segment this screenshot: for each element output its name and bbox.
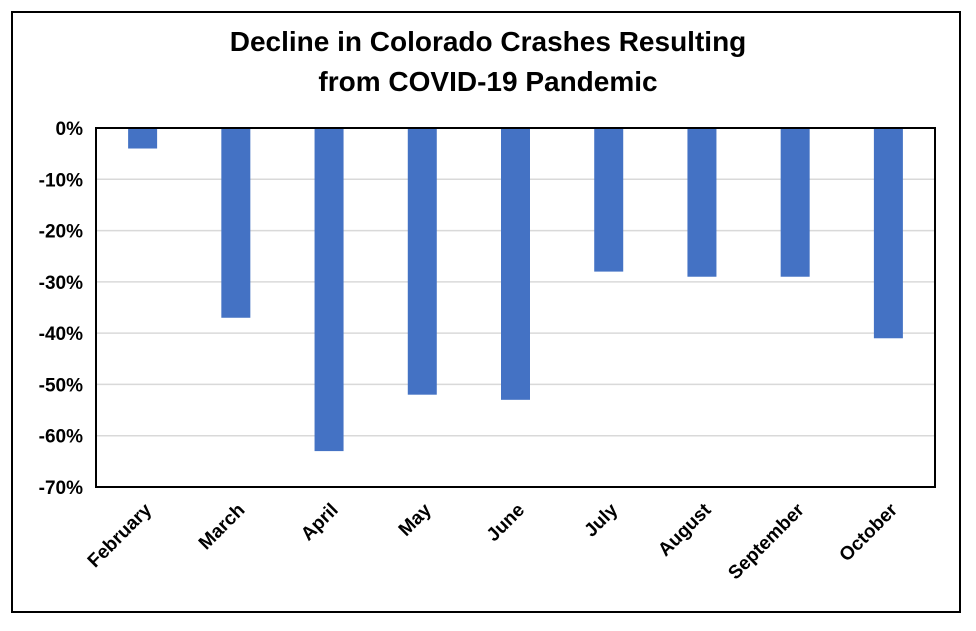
x-tick-label-april: April (297, 500, 342, 545)
y-tick-label: -30% (39, 273, 83, 294)
bars (128, 128, 903, 452)
x-tick-label-august: August (654, 499, 716, 561)
x-tick-label-march: March (195, 500, 249, 554)
chart-title: Decline in Colorado Crashes Resulting fr… (0, 22, 976, 102)
bar-may (407, 128, 437, 395)
y-tick-label: -60% (39, 427, 83, 448)
y-axis-tick-labels: 0% -10% -20% -30% -40% -50% -60% -70% (39, 119, 83, 499)
bar-august (687, 128, 717, 277)
bar-july (594, 128, 624, 272)
bar-june (501, 128, 530, 400)
x-tick-label-february: February (84, 499, 157, 572)
x-tick-label-may: May (395, 499, 436, 540)
y-tick-label: -70% (39, 478, 83, 499)
chart-title-line-2: from COVID-19 Pandemic (318, 66, 658, 97)
chart-frame (11, 11, 961, 613)
y-tick-label: -10% (39, 170, 83, 191)
x-tick-label-june: June (483, 500, 529, 546)
bar-february (128, 128, 158, 149)
x-tick-label-september: September (724, 499, 809, 584)
x-tick-label-july: July (581, 499, 623, 541)
y-tick-label: -50% (39, 375, 83, 396)
x-axis-tick-labels: February March April May June July August Septe… (84, 499, 903, 584)
bar-october (873, 128, 903, 339)
bar-april (314, 128, 344, 452)
plot-area-border (95, 127, 936, 488)
chart-title-line-1: Decline in Colorado Crashes Resulting (229, 26, 747, 57)
y-tick-label: -40% (39, 324, 83, 345)
bar-march (221, 128, 251, 318)
bar-september (780, 128, 810, 277)
y-tick-label: 0% (56, 119, 84, 140)
x-tick-label-october: October (836, 499, 903, 566)
y-tick-label: -20% (39, 222, 83, 243)
